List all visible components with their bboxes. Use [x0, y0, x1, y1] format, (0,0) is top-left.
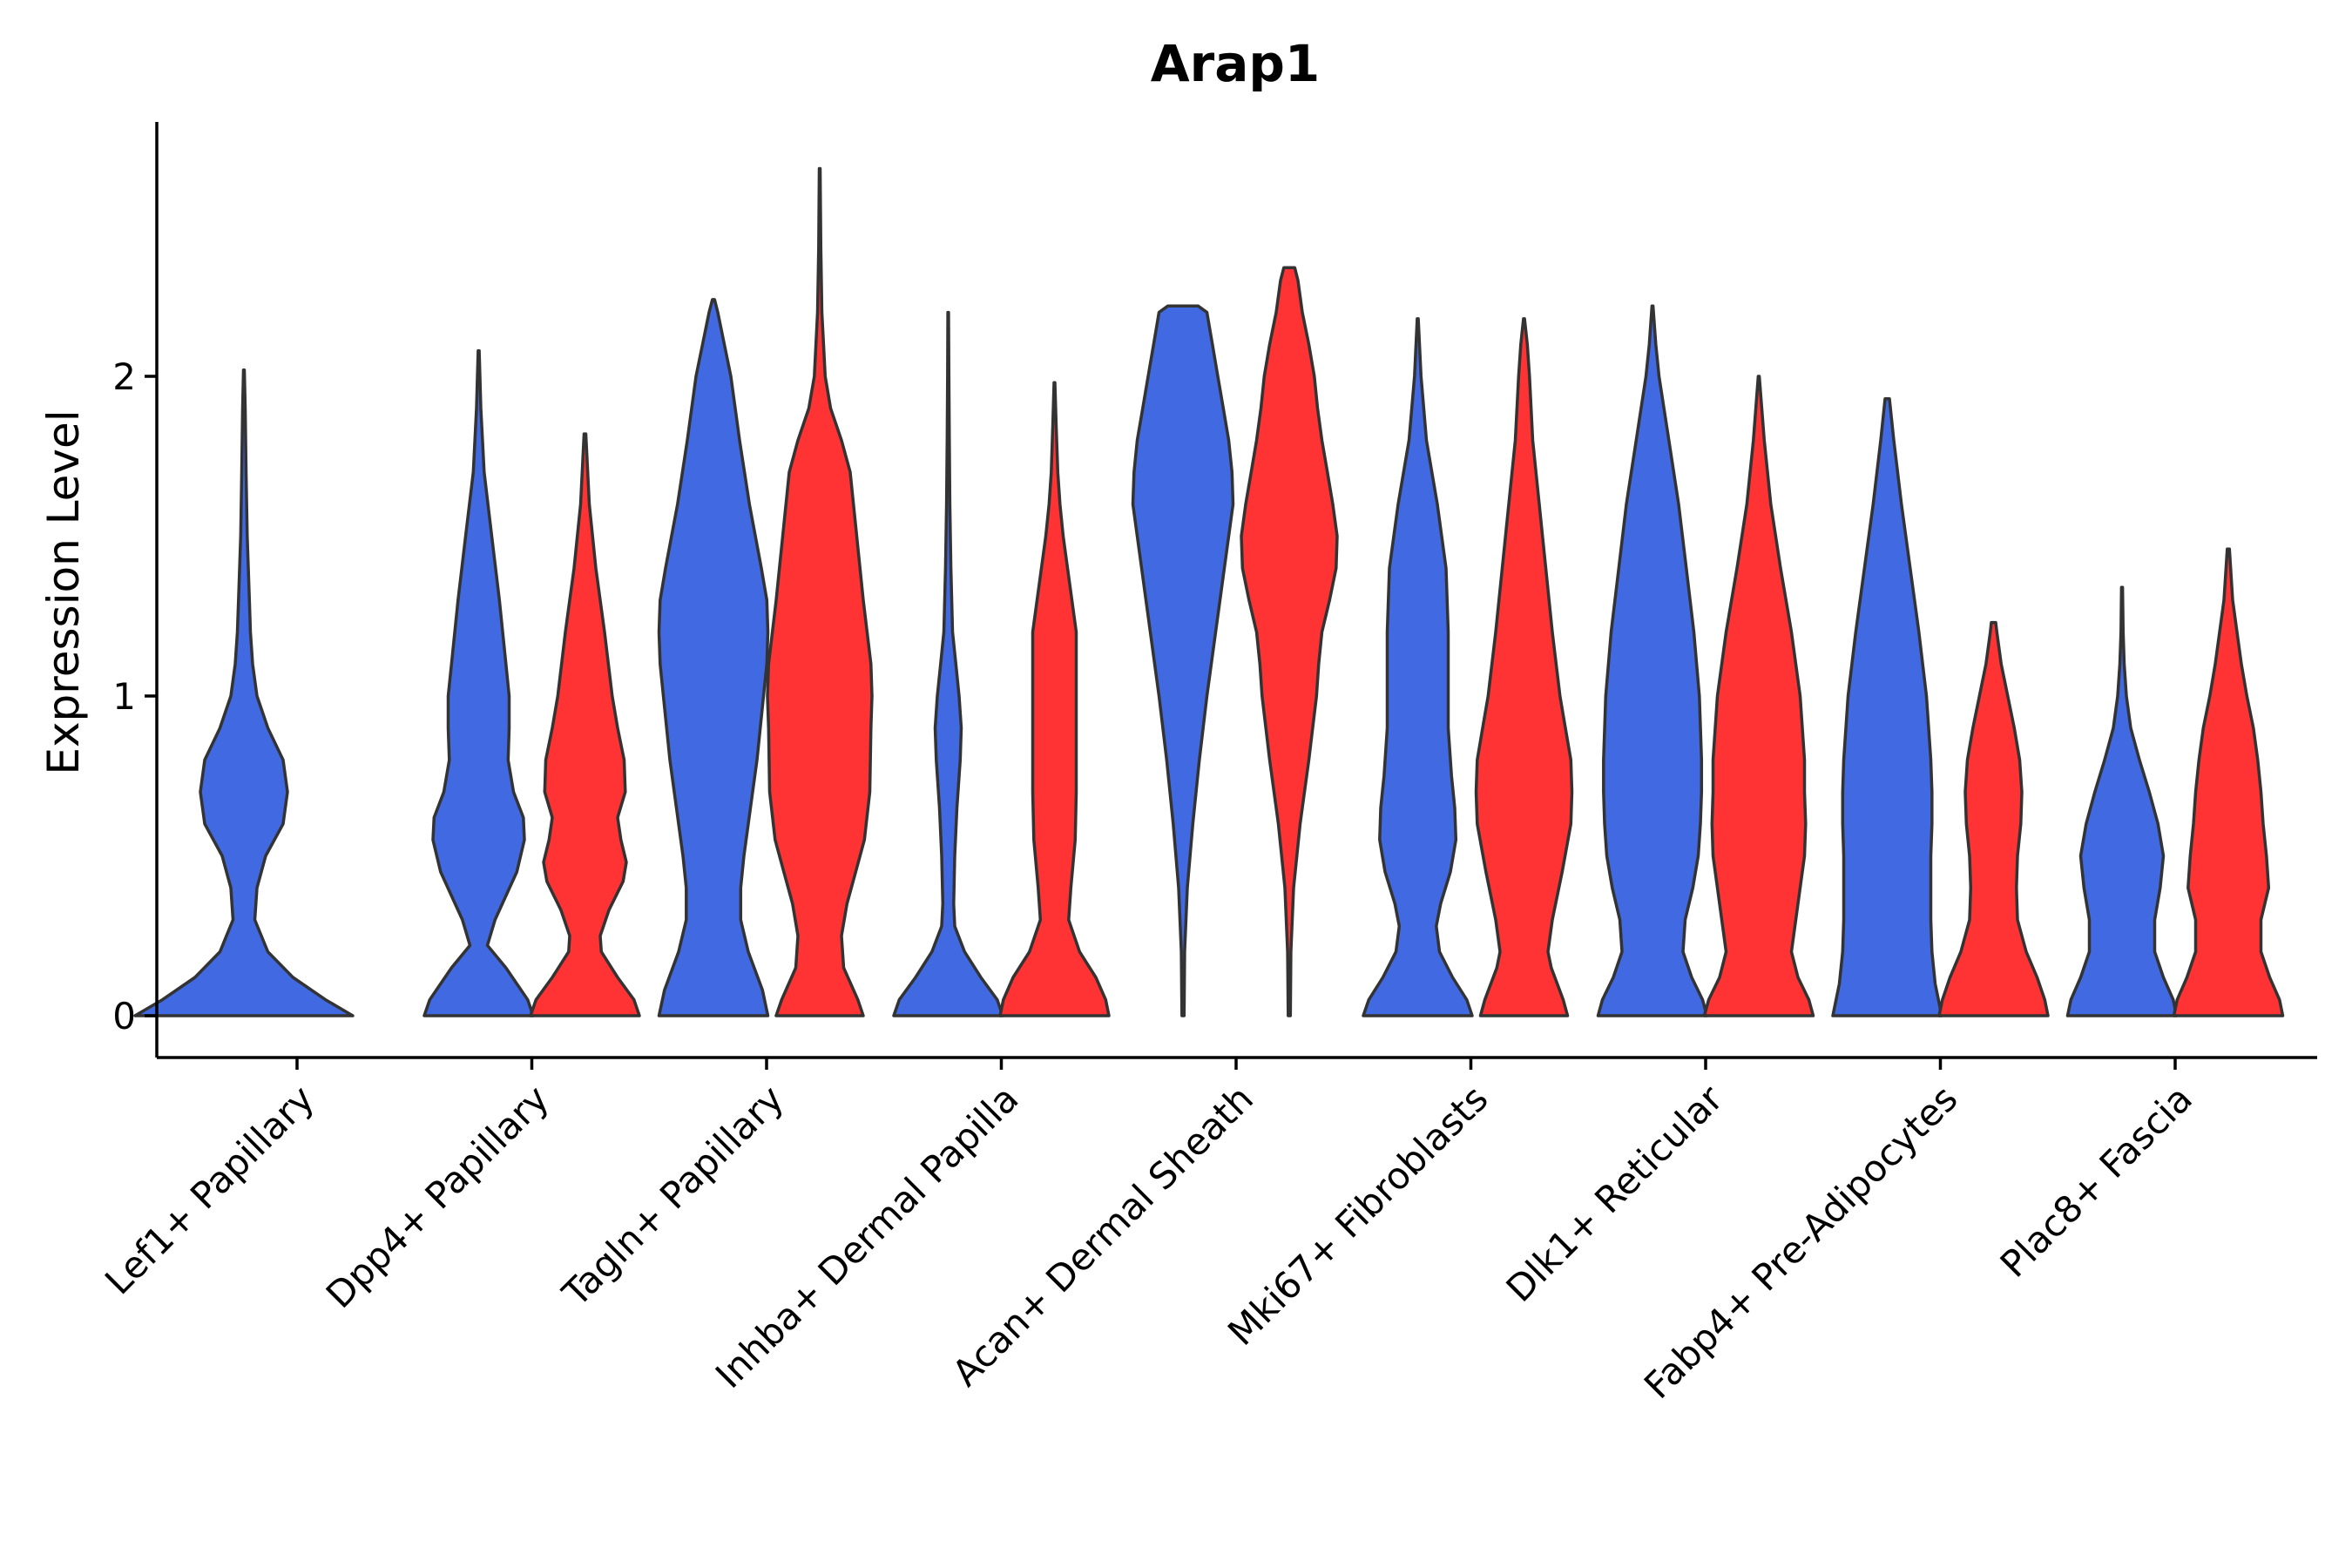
violin-dlk1-reticular-group-2 [1702, 375, 1815, 1017]
y-axis-label: Expression Level [38, 409, 89, 774]
violin-fabp4-pre-adipocytes-group-2 [1937, 620, 2050, 1017]
x-tick-label: Lef1+ Papillary [97, 1077, 322, 1302]
violin-acan-dermal-sheath-group-1 [1131, 304, 1235, 1017]
violin-group [133, 166, 2285, 1017]
y-tick-label: 2 [112, 355, 136, 398]
violin-dpp4-papillary-group-1 [422, 348, 535, 1017]
violin-mki67-fibroblasts-group-2 [1474, 317, 1574, 1017]
violin-dpp4-papillary-group-2 [529, 432, 641, 1017]
y-ticks: 0 1 2 [112, 355, 157, 1037]
violin-plac8-fascia-group-2 [2172, 547, 2285, 1017]
violin-inhba-dermal-papilla-group-2 [998, 381, 1111, 1017]
x-tick-label: Plac8+ Fascia [1992, 1077, 2200, 1285]
violin-fabp4-pre-adipocytes-group-1 [1831, 396, 1943, 1017]
x-tick-label: Dpp4+ Papillary [318, 1077, 558, 1316]
y-tick-label: 1 [112, 675, 136, 718]
violin-tagln-papillary-group-1 [657, 298, 770, 1017]
violin-tagln-papillary-group-2 [766, 166, 874, 1017]
y-tick-label: 0 [112, 995, 136, 1037]
violin-mki67-fibroblasts-group-1 [1362, 317, 1474, 1017]
x-tick-label: Tagln+ Papillary [554, 1077, 792, 1315]
violin-lef1-papillary-group-1 [133, 368, 355, 1017]
x-tick-label: Dlk1+ Reticular [1498, 1077, 1732, 1310]
violin-inhba-dermal-papilla-group-1 [892, 310, 1004, 1017]
violin-acan-dermal-sheath-group-2 [1240, 266, 1339, 1017]
chart-title: Arap1 [1151, 34, 1321, 93]
violin-plac8-fascia-group-1 [2065, 585, 2179, 1017]
x-tick-label: Mki67+ Fibroblasts [1220, 1077, 1496, 1353]
violin-dlk1-reticular-group-1 [1596, 304, 1709, 1017]
